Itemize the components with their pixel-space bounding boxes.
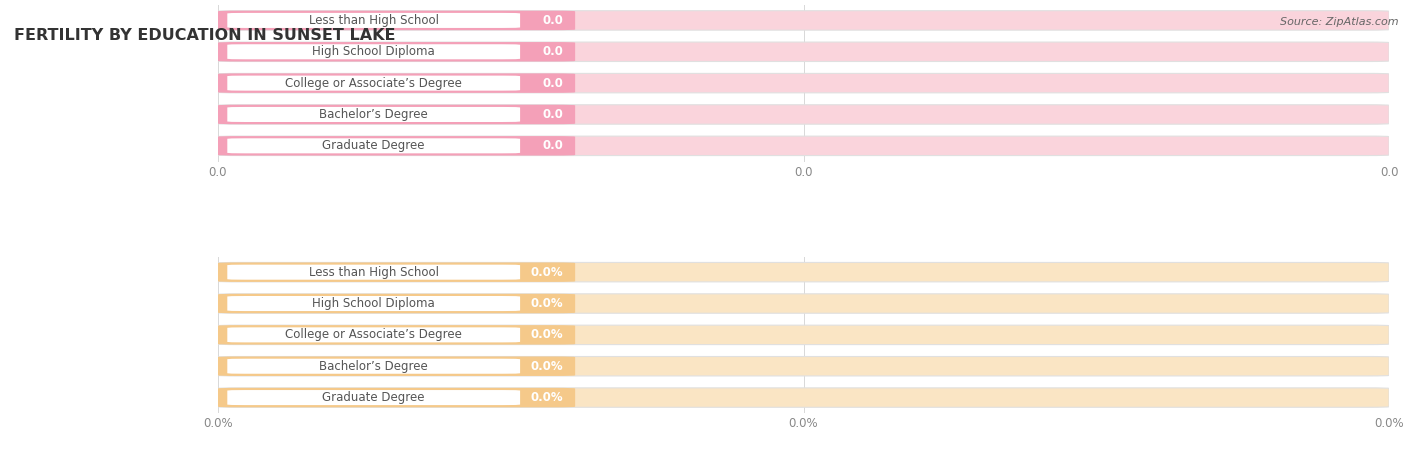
Text: Less than High School: Less than High School [309, 14, 439, 27]
FancyBboxPatch shape [218, 42, 1389, 61]
FancyBboxPatch shape [228, 76, 520, 91]
Text: Bachelor’s Degree: Bachelor’s Degree [319, 108, 427, 121]
FancyBboxPatch shape [228, 265, 520, 280]
Text: Less than High School: Less than High School [309, 266, 439, 279]
FancyBboxPatch shape [218, 105, 1389, 124]
FancyBboxPatch shape [218, 11, 575, 30]
FancyBboxPatch shape [218, 263, 1389, 282]
Text: 0.0: 0.0 [543, 139, 564, 152]
FancyBboxPatch shape [218, 357, 575, 376]
Text: 0.0%: 0.0% [531, 360, 564, 373]
Text: 0.0%: 0.0% [531, 297, 564, 310]
FancyBboxPatch shape [218, 42, 575, 61]
Text: FERTILITY BY EDUCATION IN SUNSET LAKE: FERTILITY BY EDUCATION IN SUNSET LAKE [14, 28, 395, 44]
Text: 0.0: 0.0 [543, 14, 564, 27]
Text: Graduate Degree: Graduate Degree [322, 391, 425, 404]
FancyBboxPatch shape [218, 325, 575, 344]
FancyBboxPatch shape [218, 388, 1389, 407]
Text: 0.0%: 0.0% [531, 266, 564, 279]
Text: 0.0: 0.0 [543, 76, 564, 90]
FancyBboxPatch shape [218, 357, 1389, 376]
FancyBboxPatch shape [218, 105, 575, 124]
Text: 0.0: 0.0 [543, 108, 564, 121]
Text: 0.0%: 0.0% [531, 391, 564, 404]
FancyBboxPatch shape [228, 138, 520, 153]
FancyBboxPatch shape [218, 325, 1389, 344]
Text: Source: ZipAtlas.com: Source: ZipAtlas.com [1281, 17, 1399, 27]
Text: High School Diploma: High School Diploma [312, 297, 434, 310]
Text: College or Associate’s Degree: College or Associate’s Degree [285, 328, 463, 342]
FancyBboxPatch shape [228, 44, 520, 59]
FancyBboxPatch shape [218, 74, 575, 93]
Text: Bachelor’s Degree: Bachelor’s Degree [319, 360, 427, 373]
FancyBboxPatch shape [218, 74, 1389, 93]
FancyBboxPatch shape [218, 388, 575, 407]
FancyBboxPatch shape [218, 136, 1389, 155]
Text: College or Associate’s Degree: College or Associate’s Degree [285, 76, 463, 90]
FancyBboxPatch shape [218, 294, 1389, 313]
FancyBboxPatch shape [218, 294, 575, 313]
FancyBboxPatch shape [228, 359, 520, 374]
Text: 0.0: 0.0 [543, 45, 564, 58]
FancyBboxPatch shape [228, 327, 520, 342]
Text: Graduate Degree: Graduate Degree [322, 139, 425, 152]
FancyBboxPatch shape [218, 263, 575, 282]
FancyBboxPatch shape [228, 296, 520, 311]
FancyBboxPatch shape [218, 136, 575, 155]
FancyBboxPatch shape [228, 13, 520, 28]
FancyBboxPatch shape [218, 11, 1389, 30]
FancyBboxPatch shape [228, 390, 520, 405]
FancyBboxPatch shape [228, 107, 520, 122]
Text: 0.0%: 0.0% [531, 328, 564, 342]
Text: High School Diploma: High School Diploma [312, 45, 434, 58]
